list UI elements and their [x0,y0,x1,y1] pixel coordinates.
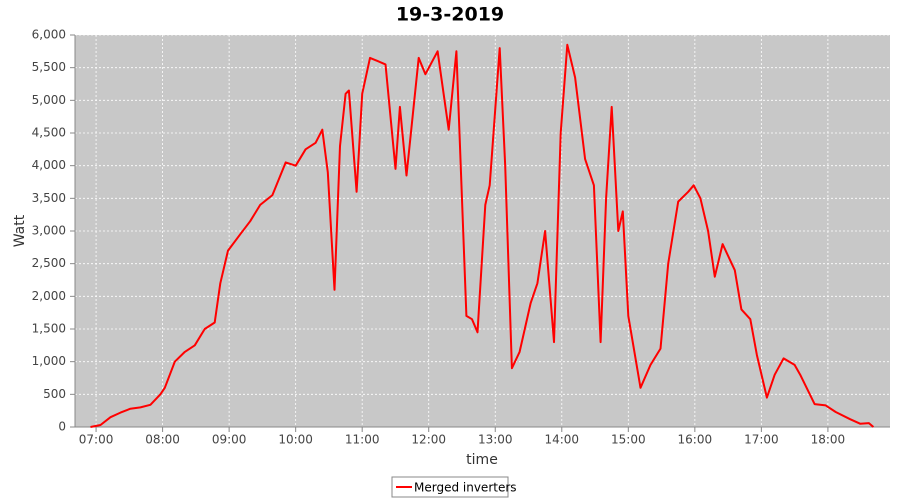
y-tick-label: 1,500 [32,322,66,336]
x-axis-title: time [466,452,498,468]
x-tick-label: 07:00 [79,433,114,447]
y-tick-label: 2,000 [32,289,66,303]
y-tick-label: 4,000 [32,158,66,172]
y-tick-label: 3,000 [32,224,66,238]
x-tick-label: 15:00 [611,433,646,447]
y-tick-label: 3,500 [32,191,66,205]
x-tick-label: 12:00 [411,433,446,447]
x-tick-label: 10:00 [278,433,313,447]
y-tick-label: 5,500 [32,60,66,74]
y-tick-label: 6,000 [32,28,66,42]
data-line [90,43,875,428]
y-tick-label: 4,500 [32,126,66,140]
chart-title: 19-3-2019 [396,4,504,26]
y-axis-title: Watt [12,214,28,247]
x-tick-label: 08:00 [145,433,180,447]
x-tick-label: 16:00 [678,433,713,447]
x-tick-label: 11:00 [345,433,380,447]
x-tick-label: 09:00 [212,433,247,447]
legend-box [391,476,509,498]
y-tick-label: 500 [43,387,66,401]
y-tick-label: 2,500 [32,256,66,270]
plot-area [75,35,890,427]
x-tick-label: 13:00 [478,433,513,447]
y-tick-label: 1,000 [32,354,66,368]
y-tick-label: 0 [58,420,66,434]
x-tick-label: 18:00 [811,433,846,447]
legend-label: Merged inverters [414,481,517,495]
x-tick-label: 14:00 [544,433,579,447]
x-tick-label: 17:00 [744,433,779,447]
y-tick-label: 5,000 [32,93,66,107]
